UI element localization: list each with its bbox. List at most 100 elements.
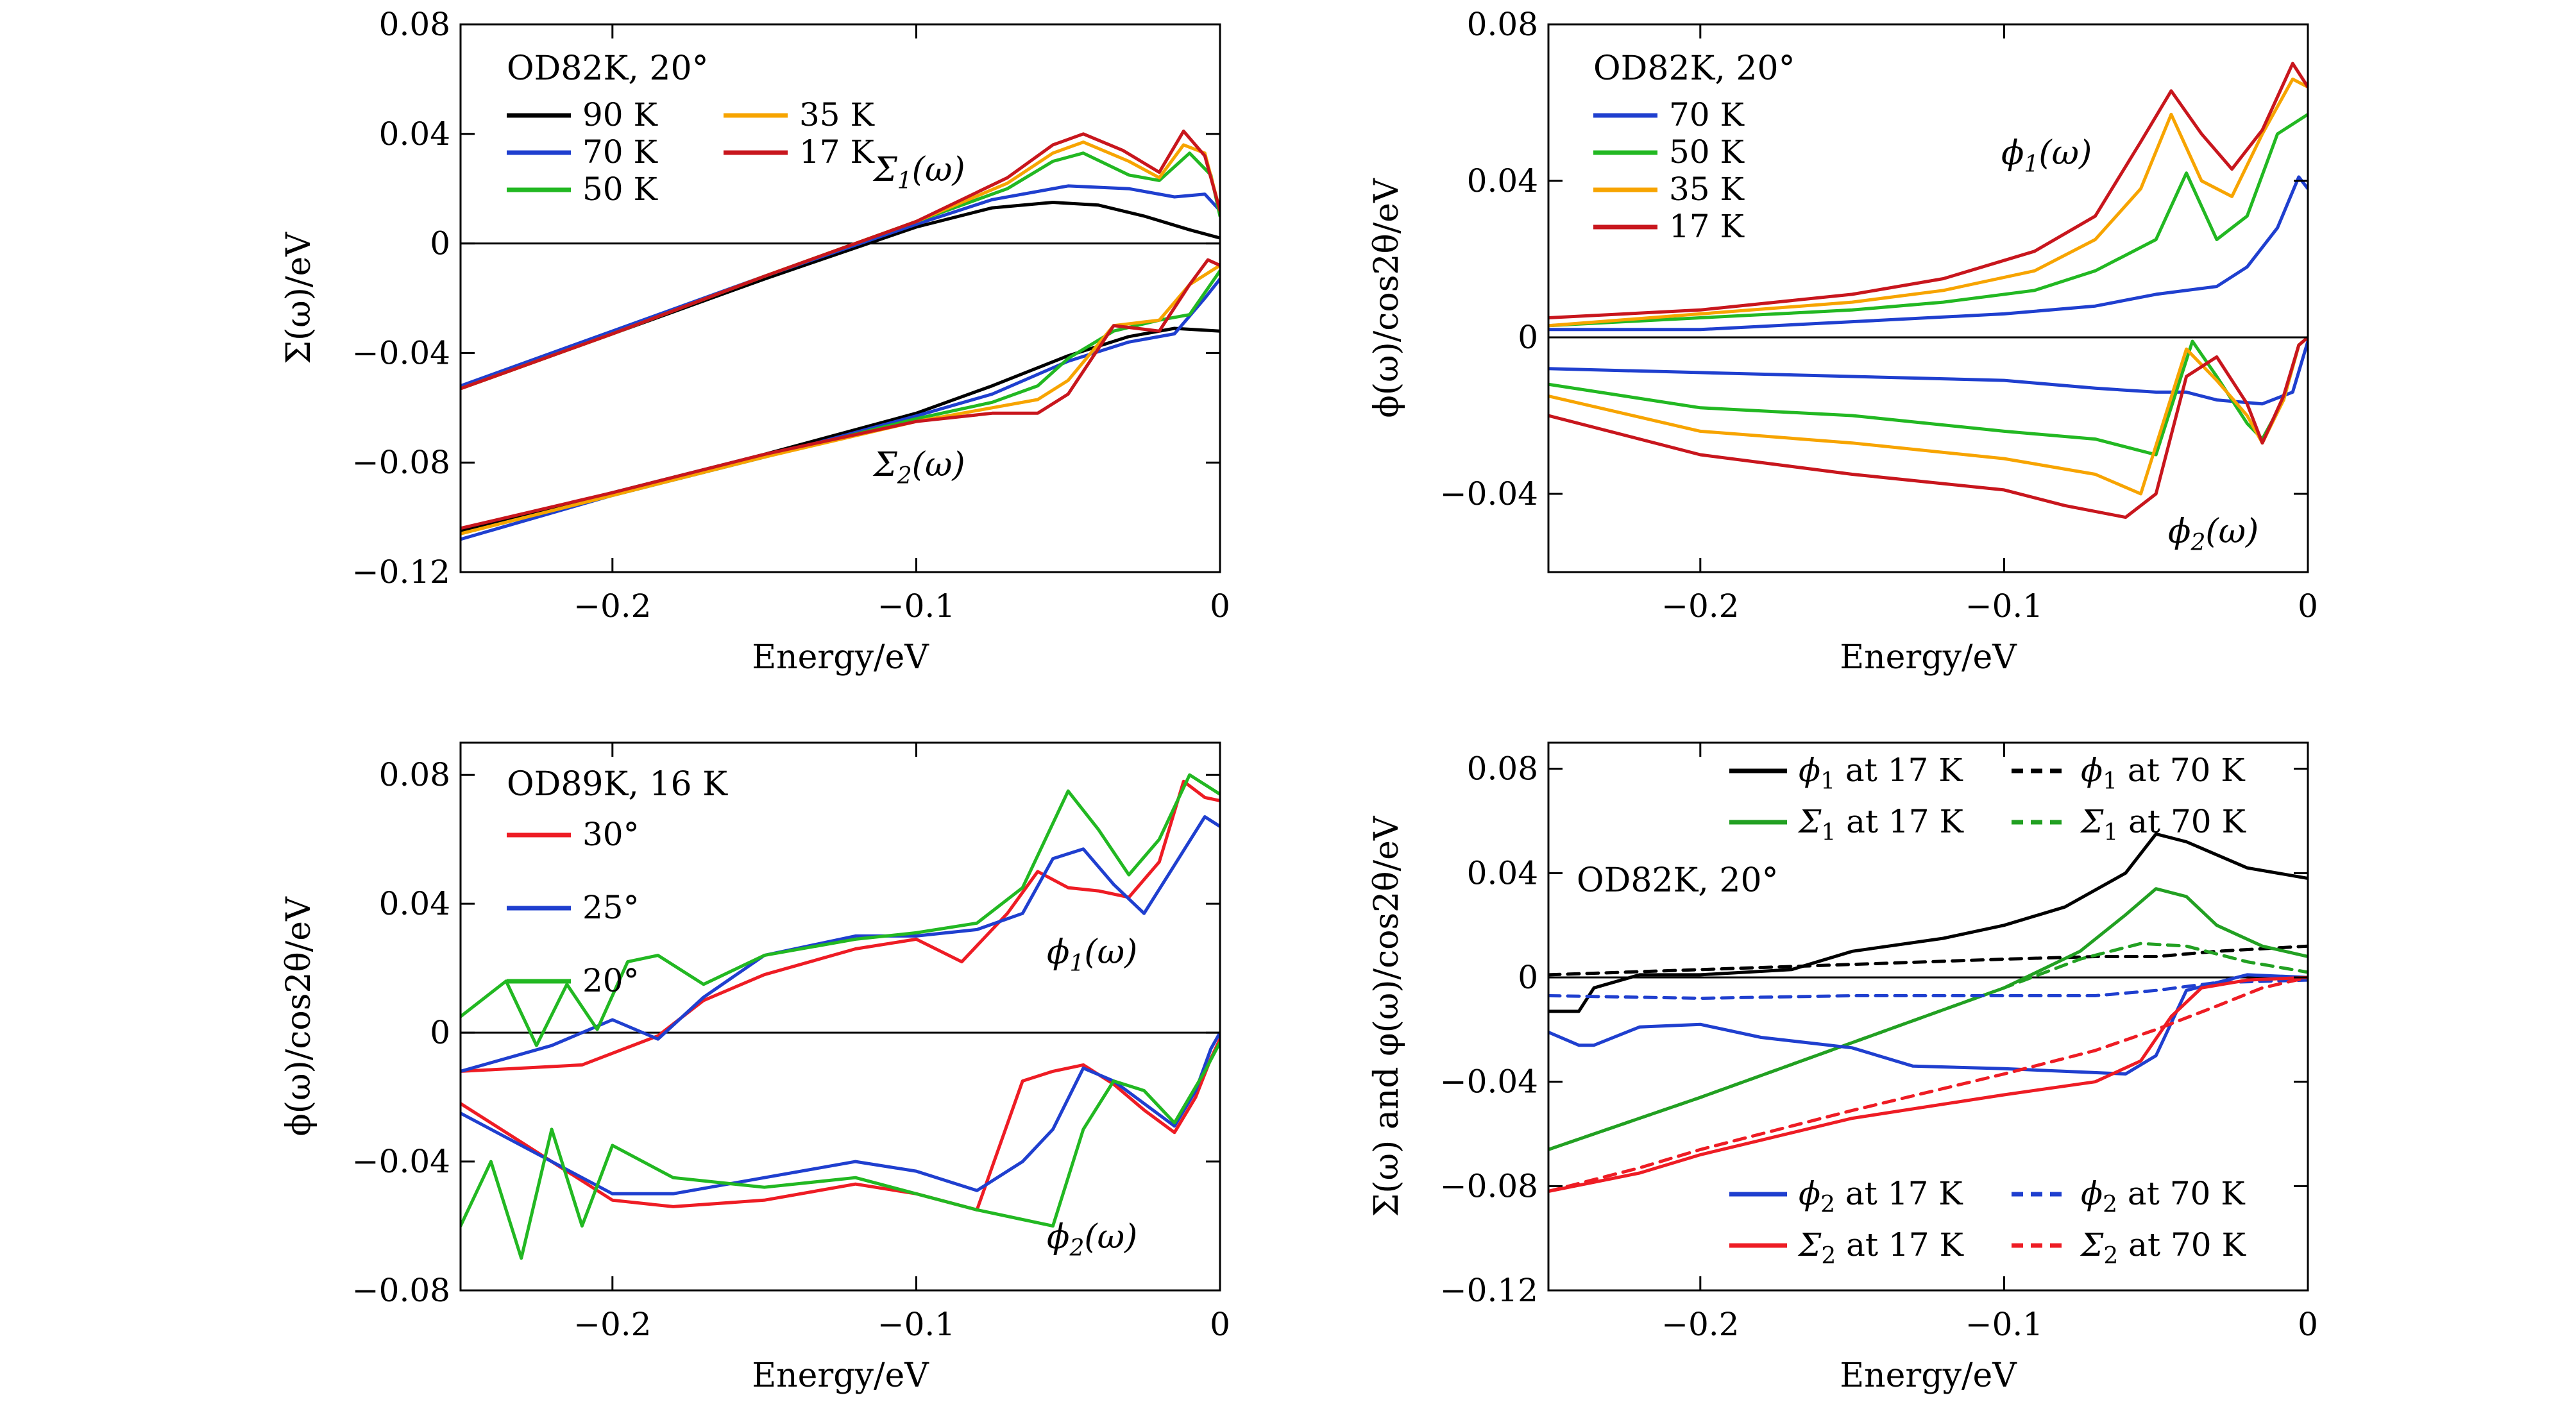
x-tick-label: −0.2 bbox=[573, 1306, 651, 1343]
y-tick-label: 0 bbox=[1518, 319, 1538, 356]
series-group bbox=[461, 130, 1220, 541]
legend-label: ϕ1 at 70 K bbox=[2081, 752, 2246, 795]
series-line-ϕ2-30° bbox=[461, 1037, 1220, 1212]
series-line-ϕ1-35-K bbox=[1548, 77, 2308, 328]
legend-label: Σ2 at 70 K bbox=[2080, 1226, 2246, 1269]
panel-title: OD82K, 20° bbox=[1577, 861, 1779, 900]
y-tick-label: −0.12 bbox=[352, 553, 450, 591]
y-tick-label: −0.08 bbox=[352, 1272, 450, 1309]
curve-annotation: Σ2(ω) bbox=[872, 446, 965, 489]
y-tick-label: −0.04 bbox=[352, 1143, 450, 1180]
legend-label: 17 K bbox=[1669, 208, 1745, 245]
y-tick-label: 0.08 bbox=[379, 6, 450, 43]
curve-annotation: ϕ2(ω) bbox=[2168, 512, 2258, 556]
chart-panel-1: −0.2 −0.1 0 −0.12 −0.08 −0.04 0 0.04 0.08 Energy/… bbox=[280, 6, 1230, 677]
legend-label: Σ1 at 17 K bbox=[1797, 803, 1964, 846]
y-tick-label: 0.08 bbox=[1467, 6, 1538, 43]
series-line-ϕ1-50-K bbox=[1548, 112, 2308, 328]
y-axis-title: ϕ(ω)/cos2θ/eV bbox=[1368, 178, 1406, 418]
series-line-main-ϕ2-at-70-K bbox=[1548, 978, 2308, 1000]
y-axis-title: Σ(ω)/eV bbox=[280, 232, 318, 364]
series-line-ϕ2-70-K bbox=[1548, 339, 2308, 406]
y-tick-label: 0.04 bbox=[1467, 854, 1538, 891]
y-tick-label: −0.12 bbox=[1440, 1272, 1538, 1309]
plot-frame bbox=[459, 741, 1221, 1292]
legend-label: 30° bbox=[582, 816, 640, 853]
y-tick-label: −0.04 bbox=[352, 334, 450, 371]
legend-label: Σ2 at 17 K bbox=[1797, 1226, 1964, 1269]
series-line-ϕ2-25° bbox=[461, 1031, 1220, 1195]
plot-frame bbox=[1547, 741, 2309, 1292]
series-line-Σ2-35-K bbox=[461, 264, 1220, 536]
series-line-Σ2-17-K bbox=[461, 258, 1220, 530]
x-tick-label: 0 bbox=[2298, 587, 2318, 625]
series-line-ϕ2-35-K bbox=[1548, 335, 2308, 496]
legend-label: 25° bbox=[582, 889, 640, 926]
legend-label: 70 K bbox=[1669, 96, 1745, 133]
series-line-ϕ1-20° bbox=[461, 773, 1220, 1047]
curve-annotation: ϕ1(ω) bbox=[2001, 134, 2092, 178]
series-line-ϕ1-70-K bbox=[1548, 175, 2308, 332]
panel-title: OD89K, 16 K bbox=[507, 765, 728, 804]
plot-frame bbox=[459, 23, 1221, 573]
chart-panel-4: −0.2 −0.1 0 −0.12 −0.08 −0.04 0 0.04 0.08 Energy/… bbox=[1368, 741, 2318, 1395]
legend-label: ϕ2 at 17 K bbox=[1799, 1175, 1963, 1218]
legend-label: 35 K bbox=[1669, 171, 1745, 208]
curve-annotation: Σ1(ω) bbox=[872, 151, 965, 194]
y-tick-label: 0 bbox=[430, 1014, 450, 1051]
series-line-ϕ1-17-K bbox=[1548, 62, 2308, 319]
x-tick-label: −0.2 bbox=[1661, 1306, 1739, 1343]
series-line-main-Σ2-at-70-K bbox=[1548, 975, 2308, 1193]
x-tick-label: 0 bbox=[1210, 587, 1230, 625]
y-tick-label: 0.04 bbox=[1467, 162, 1538, 199]
series-group bbox=[1548, 832, 2308, 1193]
legend-label: 50 K bbox=[582, 171, 659, 208]
y-tick-label: 0.08 bbox=[1467, 750, 1538, 788]
panel-title: OD82K, 20° bbox=[507, 49, 709, 88]
x-tick-label: −0.2 bbox=[1661, 587, 1739, 625]
plot-frame bbox=[1547, 23, 2309, 573]
y-tick-label: −0.04 bbox=[1440, 475, 1538, 512]
chart-panel-3: −0.2 −0.1 0 −0.08 −0.04 0 0.04 0.08 Energy/eV ϕ(ω… bbox=[280, 741, 1230, 1395]
x-tick-label: 0 bbox=[2298, 1306, 2318, 1343]
series-line-main-Σ2-at-17-K bbox=[1548, 975, 2308, 1193]
legend-label: 70 K bbox=[582, 133, 659, 171]
series-line-ϕ1-25° bbox=[461, 815, 1220, 1073]
legend-label: Σ1 at 70 K bbox=[2080, 803, 2246, 846]
x-axis-title: Energy/eV bbox=[752, 638, 929, 677]
chart-panel-2: −0.2 −0.1 0 −0.04 0 0.04 0.08 Energy/eV ϕ(ω)/cos… bbox=[1368, 6, 2318, 677]
y-tick-label: 0.04 bbox=[379, 885, 450, 922]
x-tick-label: −0.1 bbox=[877, 1306, 955, 1343]
series-line-main-ϕ1-at-17-K bbox=[1548, 832, 2308, 1013]
y-tick-label: 0.08 bbox=[379, 756, 450, 793]
x-axis-title: Energy/eV bbox=[1840, 1356, 2017, 1395]
x-axis-title: Energy/eV bbox=[752, 1356, 929, 1395]
y-tick-label: 0.04 bbox=[379, 115, 450, 153]
x-tick-label: −0.2 bbox=[573, 587, 651, 625]
x-axis-title: Energy/eV bbox=[1840, 638, 2017, 677]
series-line-ϕ2-20° bbox=[461, 1040, 1220, 1260]
x-tick-label: 0 bbox=[1210, 1306, 1230, 1343]
legend-label: 90 K bbox=[582, 96, 659, 133]
y-tick-label: −0.08 bbox=[1440, 1167, 1538, 1204]
y-tick-label: 0 bbox=[430, 225, 450, 262]
y-axis-title: ϕ(ω)/cos2θ/eV bbox=[280, 896, 318, 1136]
series-line-ϕ2-17-K bbox=[1548, 335, 2308, 519]
legend-label: 20° bbox=[582, 962, 640, 999]
series-line-Σ1-17-K bbox=[461, 130, 1220, 391]
y-tick-label: 0 bbox=[1518, 959, 1538, 996]
y-tick-label: −0.04 bbox=[1440, 1063, 1538, 1101]
x-tick-label: −0.1 bbox=[1965, 1306, 2043, 1343]
legend-label: ϕ1 at 17 K bbox=[1799, 752, 1963, 795]
x-tick-label: −0.1 bbox=[1965, 587, 2043, 625]
legend-label: 50 K bbox=[1669, 133, 1745, 171]
curve-annotation: ϕ1(ω) bbox=[1047, 933, 1137, 977]
curve-annotation: ϕ2(ω) bbox=[1047, 1218, 1137, 1262]
series-group bbox=[1548, 62, 2308, 519]
panel-title: OD82K, 20° bbox=[1593, 49, 1795, 88]
series-group bbox=[461, 773, 1220, 1260]
y-tick-label: −0.08 bbox=[352, 444, 450, 481]
legend-label: 35 K bbox=[799, 96, 876, 133]
